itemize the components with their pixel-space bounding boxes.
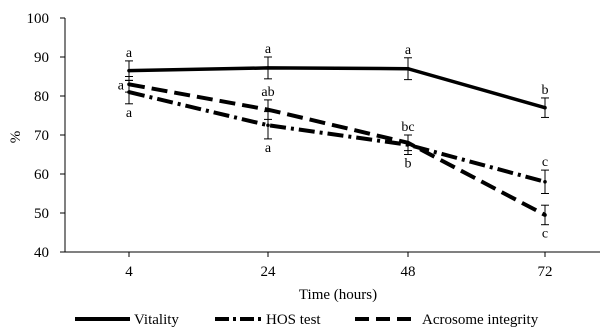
- legend-item: Acrosome integrity: [355, 312, 539, 328]
- x-tick-label: 48: [401, 264, 416, 280]
- y-tick-label: 70: [34, 128, 49, 144]
- data-point: [266, 123, 270, 128]
- data-point: [543, 180, 547, 184]
- significance-label: a: [118, 78, 125, 93]
- data-point: [266, 66, 270, 70]
- x-tick-label: 24: [261, 264, 277, 280]
- x-axis: 4 24 48 72 Time (hours): [65, 251, 600, 303]
- significance-label: a: [265, 42, 272, 57]
- x-axis-title: Time (hours): [299, 287, 377, 303]
- y-tick-label: 80: [34, 89, 49, 105]
- series-hos-test: aab c: [125, 79, 549, 194]
- legend-label: HOS test: [266, 312, 321, 328]
- significance-label: bc: [401, 120, 414, 135]
- significance-label: a: [126, 106, 133, 121]
- data-point: [127, 82, 131, 87]
- y-axis: 40 50 60 70 80 90 100 %: [8, 11, 66, 261]
- significance-label: b: [405, 157, 412, 172]
- y-tick-label: 90: [34, 50, 49, 66]
- series-line-hos-test: [128, 90, 546, 184]
- significance-label: a: [405, 43, 412, 58]
- y-tick-label: 100: [27, 11, 50, 27]
- data-point: [406, 66, 410, 71]
- series-line-acrosome-integrity: [128, 82, 546, 217]
- significance-label: c: [542, 227, 548, 242]
- y-tick-label: 60: [34, 167, 49, 183]
- significance-label: ab: [261, 85, 274, 100]
- significance-label: a: [265, 141, 272, 156]
- significance-label: c: [542, 155, 548, 170]
- data-point: [127, 68, 131, 73]
- y-tick-label: 40: [34, 245, 49, 261]
- data-point: [266, 107, 270, 112]
- data-point: [543, 213, 547, 217]
- y-axis-title: %: [8, 131, 24, 144]
- legend-item: HOS test: [215, 312, 321, 328]
- legend: Vitality HOS test Acrosome integrity: [75, 312, 539, 328]
- y-tick-label: 50: [34, 206, 49, 222]
- x-tick-label: 4: [125, 264, 133, 280]
- x-tick-label: 72: [538, 264, 553, 280]
- significance-label: b: [542, 83, 549, 98]
- significance-label: a: [126, 46, 133, 61]
- legend-label: Vitality: [134, 312, 179, 328]
- series-vitality: a a ab: [125, 42, 549, 118]
- data-point: [543, 105, 547, 110]
- legend-item: Vitality: [75, 312, 179, 328]
- data-point: [406, 141, 410, 145]
- legend-label: Acrosome integrity: [422, 312, 539, 328]
- series-line-vitality: [128, 66, 546, 110]
